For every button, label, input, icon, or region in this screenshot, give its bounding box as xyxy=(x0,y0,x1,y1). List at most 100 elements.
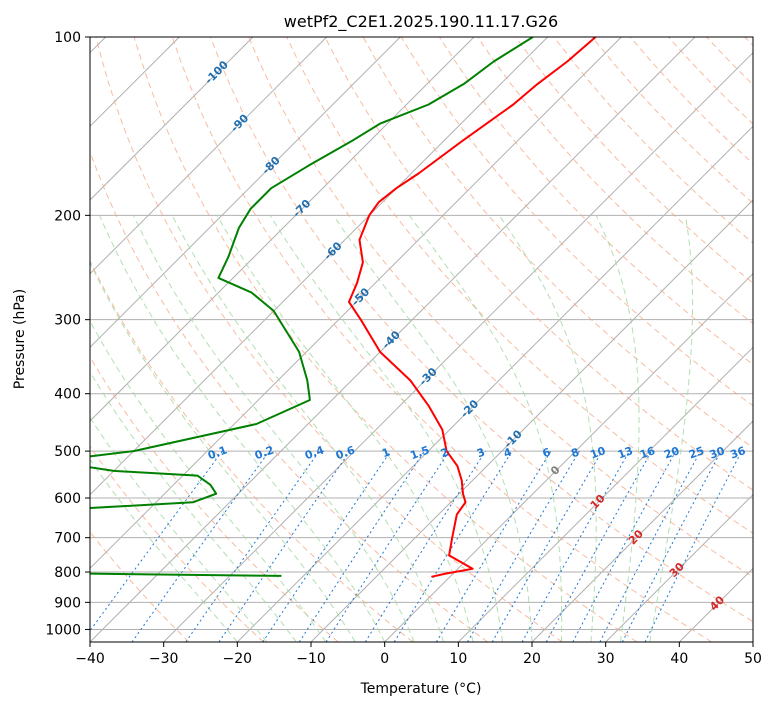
mixing-ratio-line xyxy=(90,450,223,632)
dry-adiabat-line xyxy=(210,37,753,623)
dry-adiabat-line xyxy=(95,37,563,642)
y-tick-label: 700 xyxy=(54,531,81,547)
x-tick-label: −30 xyxy=(149,651,179,667)
mixing-ratio-label: 0.4 xyxy=(303,443,326,462)
x-tick-label: 20 xyxy=(523,651,541,667)
y-tick-label: 500 xyxy=(54,444,81,460)
y-tick-label: 900 xyxy=(54,595,81,611)
isotherm-line xyxy=(384,272,753,642)
moist-adiabat-line xyxy=(90,416,268,642)
dry-adiabat-line xyxy=(90,445,264,642)
mixing-ratio-line xyxy=(621,450,722,642)
axes: −40 −30 −20 −10 0 10 20 30 40 50 100 200 300 400 500 60… xyxy=(45,30,762,667)
mixing-ratio-line xyxy=(364,450,486,642)
mixing-ratio-line xyxy=(467,450,580,642)
x-tick-label: −20 xyxy=(223,651,253,667)
background-lines xyxy=(90,37,753,642)
moist-adiabat-line xyxy=(171,215,445,642)
mixing-ratio-label: 3 xyxy=(475,446,487,461)
mixing-ratio-line xyxy=(325,450,450,642)
isotherm-line xyxy=(605,493,753,642)
mixing-ratio-line xyxy=(545,450,653,642)
dewpoint-line xyxy=(90,37,534,577)
dry-adiabat-line xyxy=(171,37,712,642)
isotherm-line xyxy=(90,37,696,642)
mixing-ratio-line xyxy=(644,450,743,642)
y-tick-label: 300 xyxy=(54,313,81,329)
dry-adiabat-line xyxy=(324,37,753,491)
mixing-ratio-line xyxy=(491,450,603,642)
chart-title: wetPf2_C2E1.2025.190.11.17.G26 xyxy=(284,12,558,32)
mixing-ratio-label: 1 xyxy=(380,445,392,460)
mixing-ratio-label: 20 xyxy=(662,444,681,462)
x-tick-label: 30 xyxy=(597,651,615,667)
mixing-ratio-label: 8 xyxy=(569,446,581,461)
moist-adiabat-line xyxy=(133,215,415,642)
dry-adiabat-line xyxy=(515,37,753,284)
x-tick-label: −40 xyxy=(75,651,105,667)
mixing-ratio-line xyxy=(435,450,552,642)
mixing-ratio-label: 0.2 xyxy=(253,443,276,462)
isotherm-line xyxy=(752,641,753,642)
y-axis-label: Pressure (hPa) xyxy=(12,289,28,389)
y-tick-label: 100 xyxy=(54,30,81,46)
data-lines xyxy=(90,37,597,578)
x-tick-label: −10 xyxy=(296,651,326,667)
isotherm-line xyxy=(90,37,475,422)
isotherm-line xyxy=(90,37,401,349)
mixing-ratio-label: 25 xyxy=(687,444,706,461)
moist-adiabat-line xyxy=(408,215,563,642)
x-axis-label: Temperature (°C) xyxy=(360,681,482,697)
y-tick-label: 800 xyxy=(54,565,81,581)
plot-background xyxy=(90,37,753,642)
isotherm-line xyxy=(90,37,549,496)
mixing-ratio-label: 1.5 xyxy=(408,443,431,462)
x-tick-label: 10 xyxy=(449,651,467,667)
mixing-ratio-line xyxy=(131,450,270,642)
moist-adiabat-line xyxy=(90,458,238,642)
dry-adiabat-line xyxy=(133,37,638,642)
mixing-ratio-line xyxy=(599,450,701,642)
x-tick-label: 0 xyxy=(380,651,389,667)
isotherm-line xyxy=(90,37,622,570)
y-tick-label: 600 xyxy=(54,491,81,507)
moist-adiabat-line xyxy=(269,215,503,642)
dry-adiabat-line xyxy=(90,259,414,642)
dry-adiabat-line xyxy=(286,37,753,534)
y-tick-label: 200 xyxy=(54,208,81,224)
isotherm-line xyxy=(90,37,254,201)
y-tick-label: 400 xyxy=(54,387,81,403)
moist-adiabat-line xyxy=(332,215,533,642)
mixing-ratio-label: 4 xyxy=(502,445,514,460)
dry-adiabat-line xyxy=(248,37,753,578)
moist-adiabat-line xyxy=(498,215,597,642)
moist-adiabat-line xyxy=(90,320,327,642)
moist-adiabat-line xyxy=(90,261,356,642)
isotherm-line xyxy=(531,420,753,642)
mixing-ratio-label: 30 xyxy=(708,444,727,462)
mixing-ratio-line xyxy=(521,450,630,642)
moist-adiabat-line xyxy=(99,215,386,642)
x-tick-label: 50 xyxy=(744,651,762,667)
moist-adiabat-line xyxy=(216,215,474,642)
mixing-ratio-line xyxy=(298,450,425,642)
moist-adiabat-line xyxy=(595,215,640,642)
x-tick-label: 40 xyxy=(670,651,688,667)
mixing-ratio-label: 0.6 xyxy=(334,443,357,462)
isotherm-line xyxy=(236,125,753,642)
mixing-ratio-line xyxy=(393,450,513,642)
y-tick-label: 1000 xyxy=(45,622,81,638)
mixing-ratio-label: 36 xyxy=(728,444,747,462)
mixing-ratio-label: 10 xyxy=(589,444,608,462)
moist-adiabat-line xyxy=(90,370,297,642)
isotherm-line xyxy=(163,51,753,642)
mixing-ratio-line xyxy=(572,450,677,642)
plot-frame xyxy=(89,36,754,643)
temperature-line xyxy=(348,37,597,578)
mixing-ratio-label: 16 xyxy=(638,444,657,462)
mixing-ratio-label: 13 xyxy=(616,444,635,461)
isotherm-line xyxy=(90,37,328,275)
inplot-labels: 0.1 0.2 0.4 0.6 1 1.5 2 3 4 6 8 10 13 16 20 25 30 36-100-… xyxy=(202,58,747,613)
mixing-ratio-line xyxy=(185,450,320,642)
